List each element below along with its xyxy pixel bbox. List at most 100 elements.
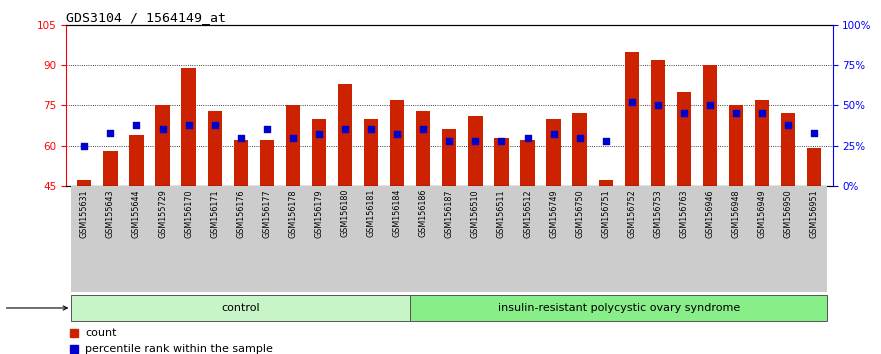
Bar xyxy=(155,105,170,186)
Point xyxy=(130,122,144,127)
Bar xyxy=(521,140,535,186)
Text: GSM156184: GSM156184 xyxy=(393,189,402,238)
Point xyxy=(442,138,456,144)
Point xyxy=(233,135,248,140)
Text: GSM156763: GSM156763 xyxy=(679,189,688,238)
Point xyxy=(521,135,535,140)
Bar xyxy=(130,135,144,186)
Bar xyxy=(749,186,775,292)
Text: count: count xyxy=(85,328,117,338)
Bar xyxy=(123,186,150,292)
Text: GSM156948: GSM156948 xyxy=(731,189,741,238)
Point xyxy=(416,127,430,132)
Text: GSM156176: GSM156176 xyxy=(236,189,245,238)
Bar xyxy=(625,52,639,186)
Text: percentile rank within the sample: percentile rank within the sample xyxy=(85,344,273,354)
Bar xyxy=(364,119,378,186)
Bar xyxy=(651,60,665,186)
Bar xyxy=(71,186,98,292)
Point xyxy=(390,131,404,137)
Point xyxy=(599,138,613,144)
Point xyxy=(364,127,378,132)
Bar xyxy=(671,186,697,292)
Bar xyxy=(150,186,175,292)
Text: GSM155631: GSM155631 xyxy=(80,189,89,238)
Bar xyxy=(358,186,384,292)
Text: GSM156171: GSM156171 xyxy=(211,189,219,238)
Bar xyxy=(384,186,411,292)
Bar xyxy=(697,186,723,292)
Bar xyxy=(515,186,541,292)
Bar xyxy=(645,186,671,292)
Text: GSM156749: GSM156749 xyxy=(549,189,558,238)
Bar xyxy=(390,100,404,186)
Bar xyxy=(411,186,436,292)
Text: GSM156951: GSM156951 xyxy=(810,189,818,238)
Bar xyxy=(78,181,92,186)
Bar xyxy=(463,186,488,292)
Point xyxy=(338,127,352,132)
Bar xyxy=(260,140,274,186)
Bar xyxy=(807,148,821,186)
Bar xyxy=(71,295,411,321)
Point xyxy=(703,103,717,108)
Text: GSM156946: GSM156946 xyxy=(706,189,714,238)
Bar xyxy=(181,68,196,186)
Bar xyxy=(494,137,508,186)
Bar xyxy=(546,119,561,186)
Text: GSM156751: GSM156751 xyxy=(601,189,611,238)
Point xyxy=(781,122,796,127)
Point xyxy=(155,127,169,132)
Bar xyxy=(468,116,483,186)
Bar xyxy=(442,130,456,186)
Bar xyxy=(488,186,515,292)
Bar xyxy=(436,186,463,292)
Text: disease state: disease state xyxy=(0,303,67,313)
Text: GSM156753: GSM156753 xyxy=(654,189,663,238)
Bar xyxy=(233,140,248,186)
Text: GSM156950: GSM156950 xyxy=(784,189,793,238)
Text: GSM156187: GSM156187 xyxy=(445,189,454,238)
Point xyxy=(312,131,326,137)
Bar xyxy=(618,186,645,292)
Text: GSM156180: GSM156180 xyxy=(341,189,350,238)
Text: GSM155644: GSM155644 xyxy=(132,189,141,238)
Point xyxy=(208,122,222,127)
Point xyxy=(78,143,92,148)
Point xyxy=(285,135,300,140)
Bar xyxy=(566,186,593,292)
Bar xyxy=(175,186,202,292)
Bar xyxy=(254,186,280,292)
Point xyxy=(807,130,821,136)
Text: GSM156170: GSM156170 xyxy=(184,189,193,238)
Text: GSM156510: GSM156510 xyxy=(470,189,480,238)
Bar xyxy=(208,111,222,186)
Bar xyxy=(103,151,117,186)
Text: GSM156181: GSM156181 xyxy=(366,189,375,238)
Bar xyxy=(98,186,123,292)
Bar xyxy=(541,186,566,292)
Bar xyxy=(775,186,801,292)
Bar xyxy=(227,186,254,292)
Bar xyxy=(411,295,827,321)
Point xyxy=(260,127,274,132)
Text: GDS3104 / 1564149_at: GDS3104 / 1564149_at xyxy=(66,11,226,24)
Point xyxy=(546,131,560,137)
Bar xyxy=(729,105,744,186)
Text: GSM156750: GSM156750 xyxy=(575,189,584,238)
Bar xyxy=(723,186,749,292)
Text: GSM156752: GSM156752 xyxy=(627,189,636,238)
Bar xyxy=(306,186,332,292)
Point xyxy=(625,99,639,105)
Point xyxy=(573,135,587,140)
Bar xyxy=(598,181,613,186)
Point xyxy=(755,110,769,116)
Point xyxy=(494,138,508,144)
Bar xyxy=(280,186,306,292)
Text: insulin-resistant polycystic ovary syndrome: insulin-resistant polycystic ovary syndr… xyxy=(498,303,740,313)
Bar xyxy=(202,186,227,292)
Text: GSM156179: GSM156179 xyxy=(315,189,323,238)
Text: GSM156512: GSM156512 xyxy=(523,189,532,238)
Bar xyxy=(593,186,618,292)
Point xyxy=(677,110,691,116)
